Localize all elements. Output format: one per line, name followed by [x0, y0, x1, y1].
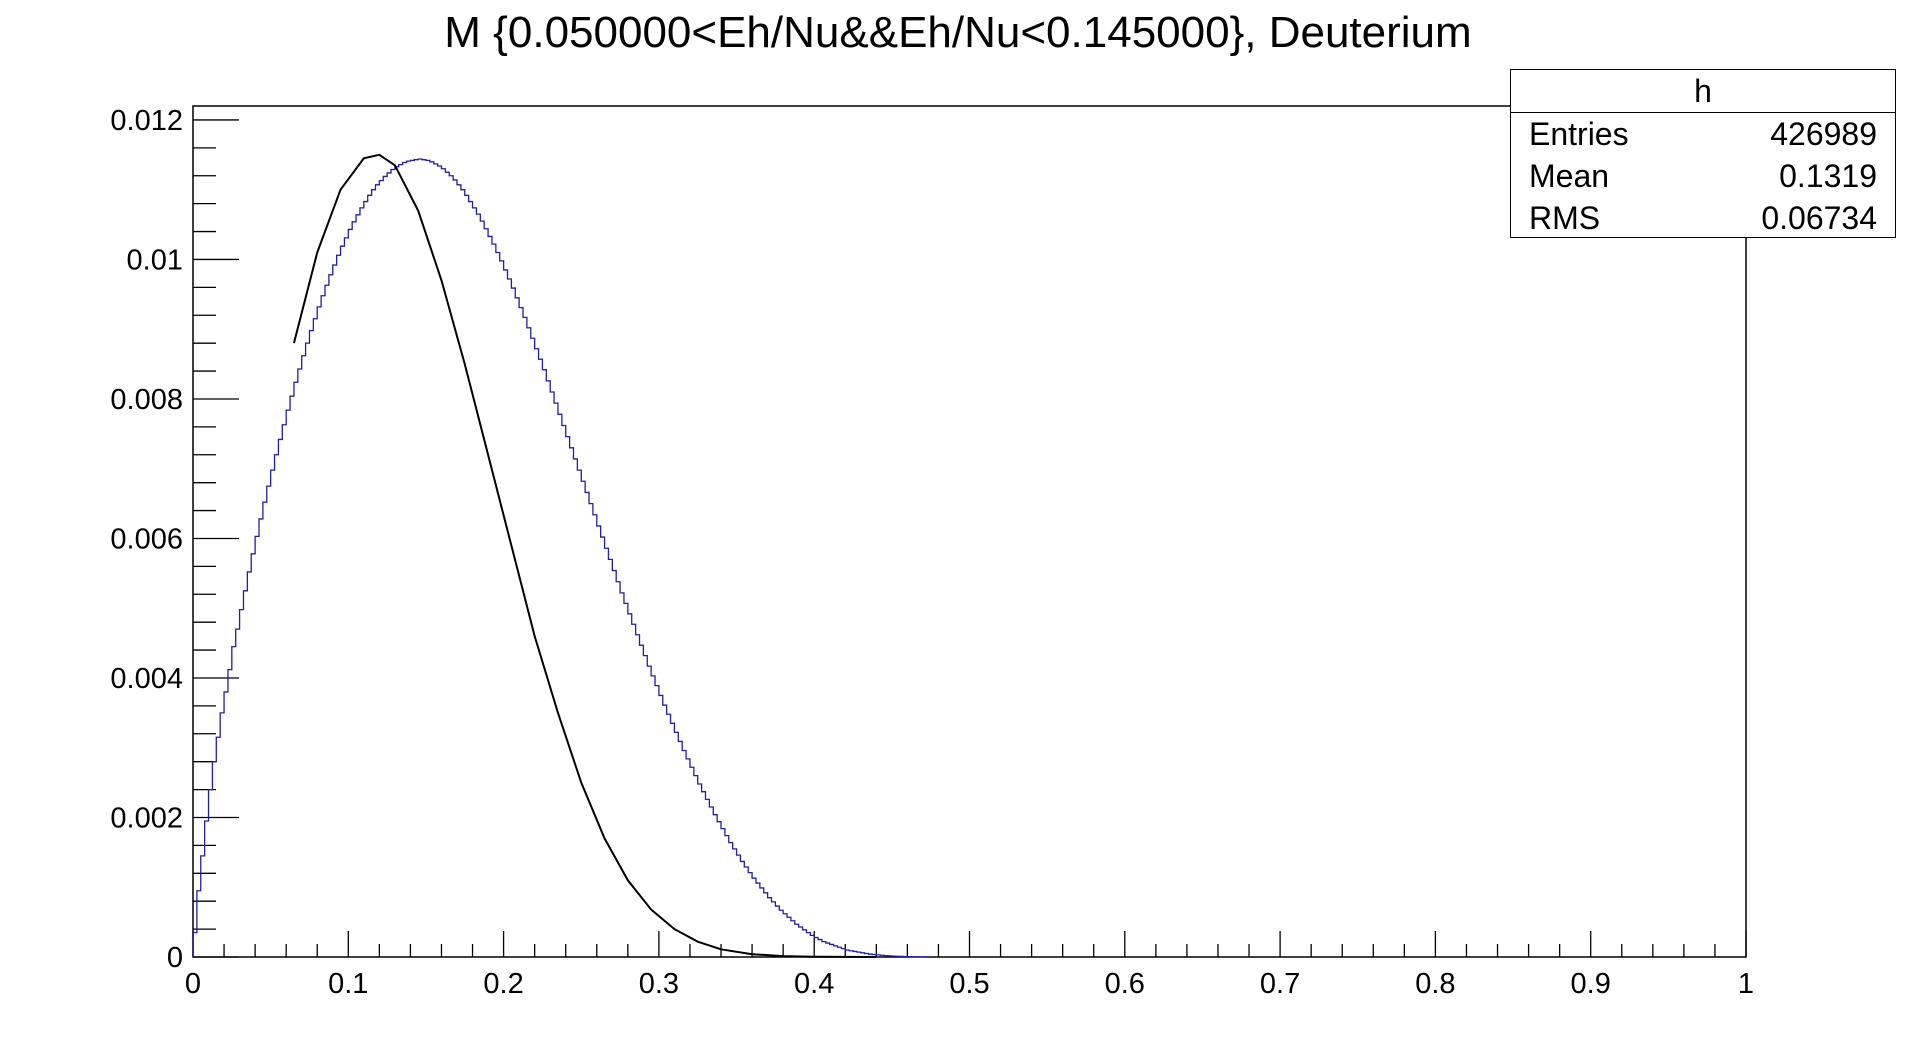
x-tick-label: 0.3 [639, 968, 679, 1000]
x-tick-label: 0.9 [1571, 968, 1611, 1000]
y-tick-label: 0.012 [110, 105, 183, 137]
x-tick-label: 0 [185, 968, 201, 1000]
y-tick-label: 0.004 [110, 663, 183, 695]
fit-curve [292, 153, 877, 958]
stats-label: Entries [1529, 116, 1629, 152]
x-tick-label: 0.2 [483, 968, 523, 1000]
y-tick-label: 0 [167, 942, 183, 974]
stats-label: RMS [1529, 200, 1601, 236]
y-tick-label: 0.002 [110, 802, 183, 834]
stats-value: 426989 [1770, 116, 1877, 152]
stats-value: 0.1319 [1779, 158, 1877, 194]
x-tick-label: 0.6 [1105, 968, 1145, 1000]
y-tick-label: 0.01 [127, 244, 183, 276]
x-tick-label: 0.7 [1260, 968, 1300, 1000]
x-tick-label: 0.4 [794, 968, 834, 1000]
x-tick-label: 0.5 [949, 968, 989, 1000]
histogram-series-h [192, 158, 931, 958]
x-tick-label: 0.1 [328, 968, 368, 1000]
stats-row-rms: RMS 0.06734 [1511, 197, 1895, 239]
x-tick-label: 0.8 [1415, 968, 1455, 1000]
y-tick-label: 0.008 [110, 384, 183, 416]
stats-label: Mean [1529, 158, 1610, 194]
stats-box-title: h [1511, 70, 1895, 113]
axes: 0 0.002 0.004 0.006 0.008 0.01 0.012 0 0.1 0.2 0.3… [110, 105, 1754, 1000]
stats-box: h Entries 426989 Mean 0.1319 RMS 0.06734 [1510, 69, 1896, 238]
chart-title: M {0.050000<Eh/Nu&&Eh/Nu<0.145000}, Deut… [444, 8, 1472, 57]
y-tick-label: 0.006 [110, 523, 183, 555]
x-tick-label: 1 [1738, 968, 1754, 1000]
stats-row-mean: Mean 0.1319 [1511, 155, 1895, 197]
stats-row-entries: Entries 426989 [1511, 113, 1895, 155]
stats-value: 0.06734 [1761, 200, 1877, 236]
